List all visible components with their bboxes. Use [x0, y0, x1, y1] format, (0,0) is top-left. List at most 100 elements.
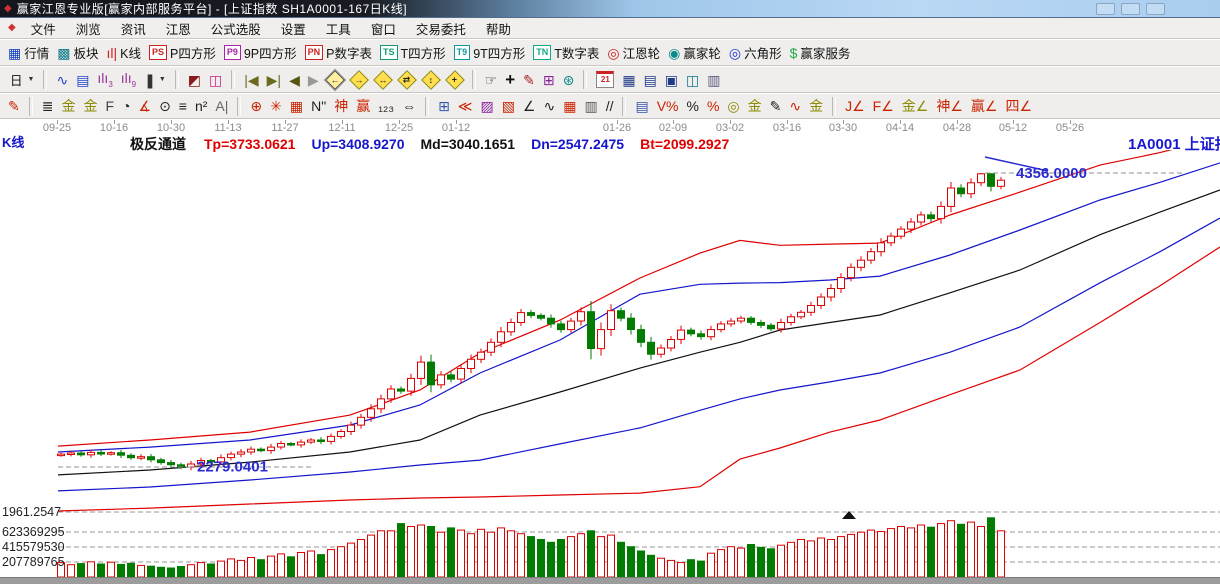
- circle-cross-icon[interactable]: ⊕: [246, 98, 266, 114]
- shift-right-icon[interactable]: →: [347, 69, 371, 90]
- a-line-icon[interactable]: A|: [211, 98, 232, 114]
- 9t-square-button[interactable]: T9 9T四方形: [450, 42, 530, 63]
- bars9-icon[interactable]: ılı9: [117, 70, 140, 90]
- menu-item[interactable]: 交易委托: [415, 22, 466, 37]
- kline-button[interactable]: ıl| K线: [103, 42, 145, 63]
- percent-line-icon[interactable]: %: [703, 98, 723, 114]
- mark-tool-icon[interactable]: ✎: [519, 72, 539, 88]
- share-icon[interactable]: ◫: [682, 72, 703, 88]
- red-grid-icon[interactable]: ▦: [559, 98, 580, 114]
- close-button[interactable]: [1146, 2, 1165, 15]
- n-quote-icon[interactable]: Ν": [307, 98, 330, 114]
- grid-square-icon[interactable]: ▦: [286, 98, 307, 114]
- print-icon[interactable]: ▥: [703, 72, 724, 88]
- trend-curve-icon[interactable]: ∿: [52, 72, 72, 88]
- sectors-button[interactable]: ▩ 板块: [53, 42, 102, 63]
- knife-pencil-icon[interactable]: ✎: [766, 98, 786, 114]
- percent-v-icon[interactable]: V%: [653, 98, 683, 114]
- j-angle-icon[interactable]: J∠: [841, 98, 869, 114]
- gold-ruler-icon[interactable]: 金: [805, 98, 827, 114]
- shen-tool-icon[interactable]: 神: [330, 98, 352, 114]
- gann-wheel-button[interactable]: ◎ 江恩轮: [603, 42, 664, 63]
- hand-tool-icon[interactable]: ☞: [481, 72, 502, 88]
- shen-angle-icon[interactable]: 神∠: [932, 98, 967, 114]
- expand-v-icon[interactable]: ↕: [419, 69, 443, 90]
- expand-all-icon[interactable]: +: [443, 69, 467, 90]
- ying-tool-icon[interactable]: 赢: [352, 98, 374, 114]
- p-square-button[interactable]: PS P四方形: [145, 42, 220, 63]
- wave-tool-icon[interactable]: ∿: [539, 98, 559, 114]
- compass-icon[interactable]: ⊙: [155, 98, 175, 114]
- expand-h-icon[interactable]: ↔: [371, 69, 395, 90]
- menu-item[interactable]: 公式选股: [210, 22, 261, 37]
- horizontal-scrollbar[interactable]: [0, 577, 1220, 584]
- quotes-button[interactable]: ▦ 行情: [4, 42, 53, 63]
- gold-fan2-icon[interactable]: 金: [79, 98, 101, 114]
- volume-style-icon[interactable]: ◫: [205, 72, 226, 88]
- gold-fan-icon[interactable]: 金: [57, 98, 79, 114]
- calendar-icon[interactable]: 21: [592, 70, 618, 89]
- prev-bar-icon[interactable]: ◀: [285, 72, 304, 88]
- minimize-button[interactable]: [1096, 2, 1115, 15]
- percent-icon[interactable]: %: [683, 98, 703, 114]
- t-square-icon[interactable]: ⊞: [434, 98, 454, 114]
- slant-lines-icon[interactable]: //: [602, 98, 618, 114]
- first-bar-icon[interactable]: |◀: [240, 72, 262, 88]
- menu-item[interactable]: 资讯: [120, 22, 146, 37]
- gann-fan-icon[interactable]: ≣: [38, 98, 58, 114]
- box-fan-icon[interactable]: ▧: [498, 98, 519, 114]
- ying-angle-icon[interactable]: 赢∠: [967, 98, 1002, 114]
- winner-service-button[interactable]: $ 赢家服务: [786, 42, 855, 63]
- red-wave-ruler-icon[interactable]: ∿: [785, 98, 805, 114]
- app-menu-icon[interactable]: ◆: [8, 22, 16, 33]
- gold-line-icon[interactable]: 金: [744, 98, 766, 114]
- winner-wheel-button[interactable]: ◉ 赢家轮: [664, 42, 725, 63]
- pencil-lines-icon[interactable]: ∠: [519, 98, 540, 114]
- info-doc-icon[interactable]: ▤: [72, 72, 93, 88]
- panel-tab-kline[interactable]: K线: [2, 135, 25, 150]
- table-tool-icon[interactable]: ▤: [631, 98, 652, 114]
- width-arrows-icon[interactable]: ⇔: [398, 98, 420, 114]
- menu-item[interactable]: 文件: [30, 22, 56, 37]
- ruler-123-icon[interactable]: ₁₂₃: [374, 98, 398, 114]
- shift-left-icon[interactable]: ←: [323, 69, 347, 90]
- star-icon[interactable]: ✳: [266, 98, 286, 114]
- dense-lines-icon[interactable]: ≡: [175, 98, 191, 114]
- last-bar-icon[interactable]: ▶|: [263, 72, 285, 88]
- maximize-button[interactable]: [1121, 2, 1140, 15]
- kline-restore-icon[interactable]: ◩: [184, 72, 205, 88]
- gold-circle-icon[interactable]: ◎: [723, 98, 743, 114]
- t-table-button[interactable]: TN T数字表: [529, 42, 603, 63]
- compress-h-icon[interactable]: ⇄: [395, 69, 419, 90]
- hexagon-button[interactable]: ◎ 六角形: [725, 42, 786, 63]
- menu-item[interactable]: 工具: [325, 22, 351, 37]
- n2-icon[interactable]: n²: [191, 98, 211, 114]
- red-rays-icon[interactable]: ≪: [454, 98, 477, 114]
- f-fan-icon[interactable]: F: [101, 98, 118, 114]
- notes-icon[interactable]: ▤: [640, 72, 661, 88]
- menu-item[interactable]: 帮助: [485, 22, 511, 37]
- crosshair-tool-icon[interactable]: +: [501, 70, 519, 89]
- grid2-icon[interactable]: ▥: [580, 98, 601, 114]
- angle-ruler-icon[interactable]: ✎: [4, 98, 24, 114]
- save-icon[interactable]: ▣: [661, 72, 682, 88]
- next-bar-icon[interactable]: ▶: [304, 72, 323, 88]
- menu-item[interactable]: 江恩: [165, 22, 191, 37]
- purple-fan-grid-icon[interactable]: ▨: [476, 98, 497, 114]
- p-table-button[interactable]: PN P数字表: [301, 42, 376, 63]
- red-pencil-fan-icon[interactable]: ∡: [135, 98, 156, 114]
- period-selector[interactable]: 日 ▼: [4, 69, 38, 90]
- menu-item[interactable]: 窗口: [370, 22, 396, 37]
- grid-tool-icon[interactable]: ⊞: [539, 72, 559, 88]
- 9p-square-button[interactable]: P9 9P四方形: [220, 42, 301, 63]
- f-angle-icon[interactable]: F∠: [869, 98, 898, 114]
- candle-style-icon[interactable]: ❚ ▼: [140, 72, 170, 88]
- bars3-icon[interactable]: ılı3: [93, 70, 116, 90]
- calculator-icon[interactable]: ▦: [618, 72, 639, 88]
- smart-tool-icon[interactable]: ⊛: [559, 72, 579, 88]
- spiral-icon[interactable]: ◔: [118, 98, 134, 114]
- menu-item[interactable]: 浏览: [75, 22, 101, 37]
- t-square-button[interactable]: TS T四方形: [376, 42, 450, 63]
- si-angle-icon[interactable]: 四∠: [1001, 98, 1036, 114]
- jin-angle-icon[interactable]: 金∠: [898, 98, 933, 114]
